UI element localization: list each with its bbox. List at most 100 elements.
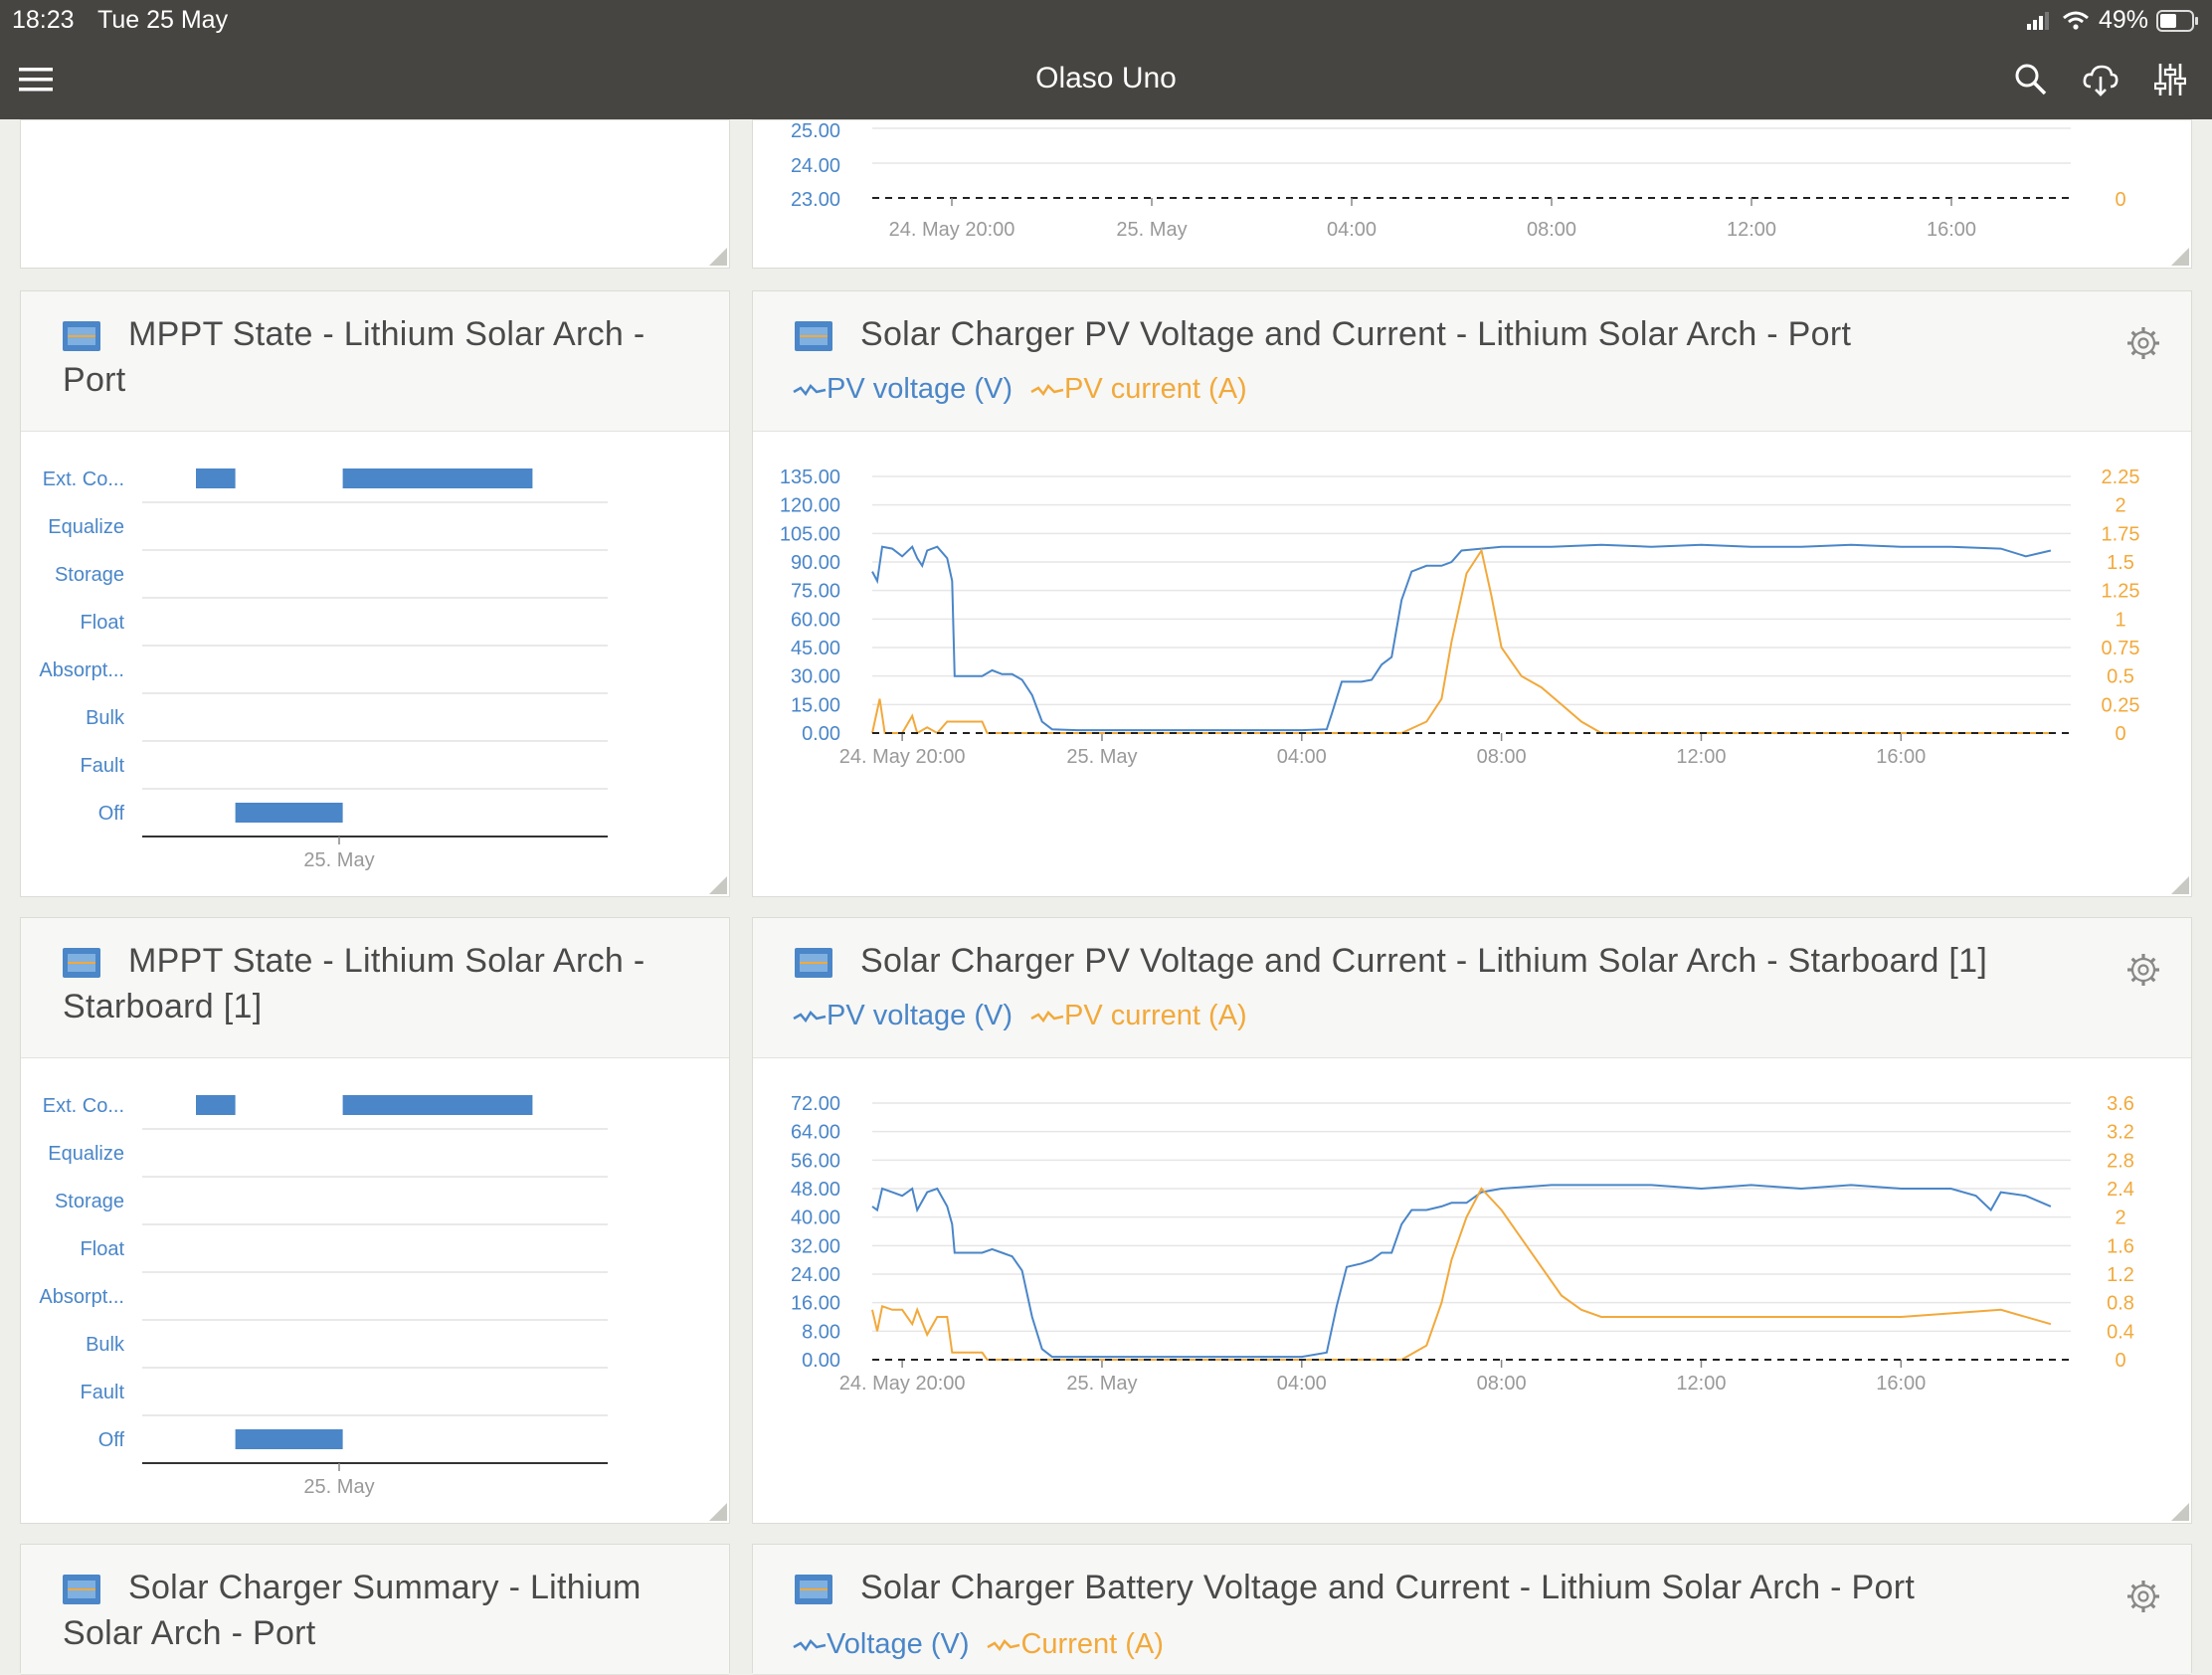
y2-tick-label: 1 xyxy=(2115,609,2125,631)
battery-voltage-current-card: Solar Charger Battery Voltage and Curren… xyxy=(752,1544,2192,1675)
y2-tick-label: 0.5 xyxy=(2107,666,2134,688)
y-tick-label: 15.00 xyxy=(791,694,840,716)
y2-tick-label: 1.5 xyxy=(2107,552,2134,574)
battery-icon xyxy=(2156,9,2198,32)
x-tick-label: 25. May xyxy=(303,849,374,871)
x-tick-label: 04:00 xyxy=(1277,1373,1327,1395)
card-header: Solar Charger PV Voltage and Current - L… xyxy=(753,291,2191,432)
card-header: Solar Charger Battery Voltage and Curren… xyxy=(753,1545,2191,1675)
state-label: Storage xyxy=(55,1191,124,1212)
card-title: Solar Charger PV Voltage and Current - L… xyxy=(860,942,1988,980)
legend-line-icon xyxy=(793,1638,827,1651)
y-tick-label: 75.00 xyxy=(791,581,840,603)
y-tick-label: 32.00 xyxy=(791,1235,840,1257)
y2-tick-label: 1.75 xyxy=(2102,523,2140,545)
chart-legend: Voltage (V) Current (A) xyxy=(793,1628,1164,1661)
chart-legend: PV voltage (V) PV current (A) xyxy=(793,1000,1247,1032)
state-bar xyxy=(342,1095,533,1115)
legend-voltage[interactable]: PV voltage (V) xyxy=(793,1000,1013,1032)
y2-tick-label: 2.8 xyxy=(2107,1150,2134,1172)
cloud-download-icon[interactable] xyxy=(2079,58,2122,101)
card-title: Solar Charger PV Voltage and Current - L… xyxy=(860,315,1852,353)
y2-tick-label: 0.25 xyxy=(2102,694,2140,716)
signal-icon xyxy=(2026,11,2049,30)
y2-tick-label: 0 xyxy=(2115,1350,2125,1372)
card-title: MPPT State - Lithium Solar Arch - Starbo… xyxy=(63,942,645,1025)
clock: 18:23 xyxy=(12,6,75,34)
solar-charger-icon xyxy=(795,1575,832,1604)
x-tick-label: 12:00 xyxy=(1676,1373,1726,1395)
card-title: MPPT State - Lithium Solar Arch - Port xyxy=(63,315,645,399)
y2-tick-label: 2 xyxy=(2115,495,2125,517)
legend-line-icon xyxy=(793,383,827,396)
legend-line-icon xyxy=(1030,383,1064,396)
gear-icon[interactable] xyxy=(2125,1579,2161,1614)
page-title: Olaso Uno xyxy=(1035,62,1177,94)
state-label: Fault xyxy=(81,1382,125,1403)
menu-icon[interactable] xyxy=(14,58,58,101)
x-tick-label: 04:00 xyxy=(1327,219,1377,241)
state-label: Float xyxy=(81,612,125,634)
legend-current[interactable]: PV current (A) xyxy=(1030,1000,1247,1032)
y-tick-label: 0.00 xyxy=(802,723,840,745)
y2-tick-label: 0 xyxy=(2115,723,2125,745)
sliders-icon[interactable] xyxy=(2148,58,2192,101)
app-header: Olaso Uno xyxy=(0,40,2212,119)
y2-tick-label: 2 xyxy=(2115,1208,2125,1229)
y-tick-label: 0.00 xyxy=(802,1350,840,1372)
y-tick-label: 8.00 xyxy=(802,1321,840,1343)
x-tick-label: 16:00 xyxy=(1876,746,1926,768)
y2-tick-label: 1.2 xyxy=(2107,1264,2134,1286)
solar-charger-icon xyxy=(795,321,832,351)
resize-handle[interactable] xyxy=(2171,876,2189,894)
y-tick-label: 45.00 xyxy=(791,638,840,659)
y2-tick-label: 1.6 xyxy=(2107,1235,2134,1257)
y2-tick-label: 2.25 xyxy=(2102,466,2140,488)
y2-tick-label: 3.6 xyxy=(2107,1093,2134,1115)
pv-current-line xyxy=(871,547,2051,735)
y2-tick-label: 0 xyxy=(2115,189,2125,211)
legend-line-icon xyxy=(793,1010,827,1023)
resize-handle[interactable] xyxy=(2171,248,2189,266)
legend-current[interactable]: PV current (A) xyxy=(1030,373,1247,406)
y-tick-label: 30.00 xyxy=(791,666,840,688)
state-bar xyxy=(196,1095,236,1115)
y-tick-label: 105.00 xyxy=(780,523,840,545)
state-label: Equalize xyxy=(48,1143,124,1165)
state-label: Storage xyxy=(55,564,124,586)
x-tick-label: 16:00 xyxy=(1927,219,1976,241)
card-header: MPPT State - Lithium Solar Arch - Port xyxy=(21,291,729,432)
wifi-icon xyxy=(2062,11,2089,30)
y-tick-label: 56.00 xyxy=(791,1150,840,1172)
state-label: Absorpt... xyxy=(39,1286,124,1308)
x-tick-label: 25. May xyxy=(303,1476,374,1498)
resize-handle[interactable] xyxy=(709,876,727,894)
gear-icon[interactable] xyxy=(2125,952,2161,988)
x-tick-label: 12:00 xyxy=(1727,219,1776,241)
y-tick-label: 23.00 xyxy=(791,189,840,211)
card-header: Solar Charger PV Voltage and Current - L… xyxy=(753,918,2191,1058)
legend-current[interactable]: Current (A) xyxy=(987,1628,1164,1661)
y-tick-label: 24.00 xyxy=(791,155,840,177)
legend-line-icon xyxy=(1030,1010,1064,1023)
resize-handle[interactable] xyxy=(709,1503,727,1521)
resize-handle[interactable] xyxy=(2171,1503,2189,1521)
gear-icon[interactable] xyxy=(2125,325,2161,361)
state-label: Fault xyxy=(81,755,125,777)
legend-voltage[interactable]: PV voltage (V) xyxy=(793,373,1013,406)
solar-charger-icon xyxy=(795,948,832,978)
state-label: Ext. Co... xyxy=(43,468,124,490)
card-top-left xyxy=(20,119,730,269)
y2-tick-label: 0.75 xyxy=(2102,638,2140,659)
x-tick-label: 12:00 xyxy=(1676,746,1726,768)
y-tick-label: 25.00 xyxy=(791,120,840,142)
state-label: Bulk xyxy=(86,1334,125,1356)
state-bar xyxy=(196,468,236,488)
search-icon[interactable] xyxy=(2009,58,2053,101)
mppt-state-port-card: MPPT State - Lithium Solar Arch - Port E… xyxy=(20,290,730,897)
legend-voltage[interactable]: Voltage (V) xyxy=(793,1628,969,1661)
pv-starboard-card: Solar Charger PV Voltage and Current - L… xyxy=(752,917,2192,1524)
x-tick-label: 25. May xyxy=(1066,1373,1137,1395)
resize-handle[interactable] xyxy=(709,248,727,266)
solar-charger-icon xyxy=(63,948,100,978)
